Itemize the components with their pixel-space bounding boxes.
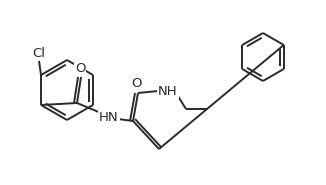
Text: O: O [131,77,141,90]
Text: O: O [75,61,85,75]
Text: Cl: Cl [33,46,46,60]
Text: NH: NH [158,85,178,97]
Text: HN: HN [99,110,119,124]
